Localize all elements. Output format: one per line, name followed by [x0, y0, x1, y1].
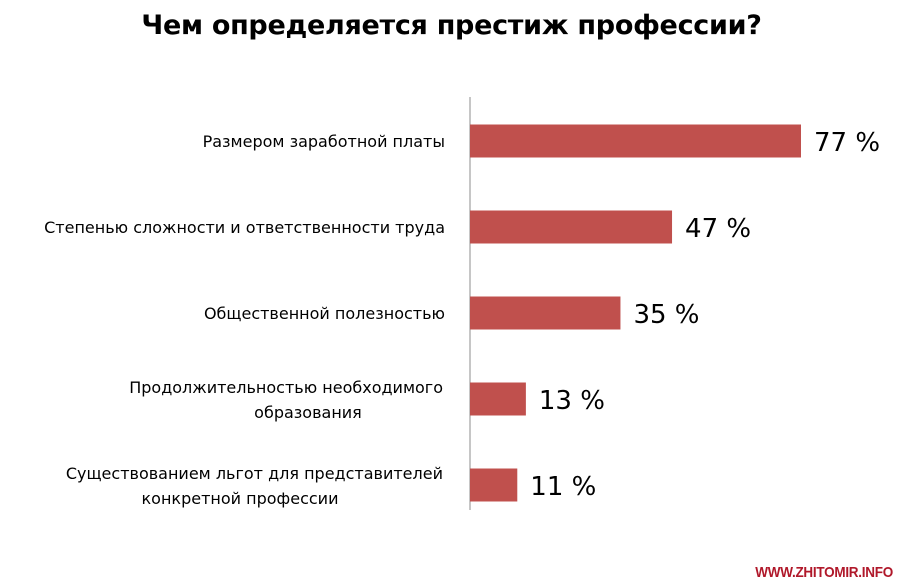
data-label: 47 %: [685, 214, 751, 244]
bar: [470, 296, 621, 330]
bar: [470, 468, 518, 502]
category-label: Общественной полезностью: [204, 304, 445, 323]
chart-title: Чем определяется престиж профессии?: [141, 10, 762, 41]
category-label: конкретной профессии: [142, 489, 339, 508]
data-label: 11 %: [530, 472, 596, 502]
category-label: Продолжительностью необходимого: [129, 378, 443, 397]
watermark: WWW.ZHITOMIR.INFO: [755, 564, 893, 581]
category-label: Степенью сложности и ответственности тру…: [44, 218, 445, 237]
category-label: Размером заработной платы: [203, 132, 445, 151]
bar: [470, 382, 526, 416]
data-label: 35 %: [633, 300, 699, 330]
data-label: 13 %: [539, 386, 605, 416]
bar: [470, 210, 673, 244]
data-label: 77 %: [814, 128, 880, 158]
bar: [470, 124, 801, 158]
category-label: Существованием льгот для представителей: [66, 464, 443, 483]
category-label: образования: [254, 403, 362, 422]
